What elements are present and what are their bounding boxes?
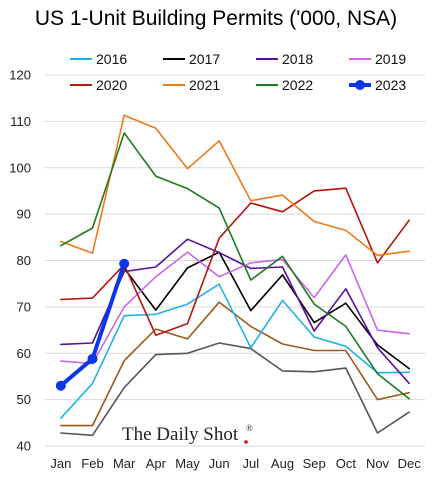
y-tick-label: 70 (17, 299, 31, 314)
series-line-2017 (123, 251, 410, 370)
y-tick-label: 50 (17, 392, 31, 407)
x-tick-label: Oct (336, 456, 357, 471)
y-tick-label: 60 (17, 346, 31, 361)
x-tick-label: Apr (146, 456, 167, 471)
x-tick-label: Sep (303, 456, 326, 471)
x-axis-ticks: Jan Feb Mar Apr May Jun Jul Aug Sep Oct Nov Dec (50, 456, 421, 471)
x-tick-label: Jun (209, 456, 230, 471)
legend-marker-2023 (355, 80, 365, 90)
x-tick-label: Nov (366, 456, 390, 471)
y-tick-label: 100 (9, 160, 31, 175)
series-line-2021 (60, 114, 410, 257)
series-line-2016 (60, 283, 410, 419)
y-tick-label: 90 (17, 207, 31, 222)
x-tick-label: May (175, 456, 200, 471)
brand-dot (244, 440, 248, 444)
unlabeled-line-2 (60, 301, 410, 427)
y-tick-label: 110 (10, 114, 31, 129)
x-tick-label: Jul (243, 456, 260, 471)
x-tick-label: Jan (50, 456, 71, 471)
y-tick-label: 120 (9, 68, 31, 83)
legend-label-2023: 2023 (375, 77, 406, 93)
legend: 2016 2017 2018 2019 2020 2021 2022 2023 (70, 51, 406, 93)
point-2023-Feb (87, 353, 98, 364)
series-line-2019 (60, 251, 410, 365)
legend-label-2019: 2019 (375, 51, 406, 67)
brand-watermark: The Daily Shot ® (122, 423, 253, 445)
legend-label-2017: 2017 (189, 51, 220, 67)
series-line-2020 (60, 187, 410, 336)
y-axis-ticks: 40 50 60 70 80 90 100 110 120 (9, 68, 31, 454)
brand-mark: ® (246, 423, 253, 433)
point-2023-Jan (55, 380, 66, 391)
legend-label-2021: 2021 (189, 77, 220, 93)
point-2023-Mar (119, 258, 130, 269)
legend-label-2016: 2016 (96, 51, 127, 67)
brand-text: The Daily Shot (122, 424, 239, 445)
x-tick-label: Feb (81, 456, 103, 471)
legend-label-2018: 2018 (282, 51, 313, 67)
unlabeled-line-1 (60, 342, 410, 437)
chart-title: US 1-Unit Building Permits ('000, NSA) (35, 7, 397, 30)
x-tick-label: Aug (271, 456, 294, 471)
series-line-2022 (60, 132, 410, 400)
y-tick-label: 80 (17, 253, 31, 268)
legend-label-2020: 2020 (96, 77, 127, 93)
legend-label-2022: 2022 (282, 77, 313, 93)
plot-area (55, 114, 410, 437)
x-tick-label: Dec (398, 456, 422, 471)
x-tick-label: Mar (113, 456, 136, 471)
y-tick-label: 40 (17, 439, 31, 454)
